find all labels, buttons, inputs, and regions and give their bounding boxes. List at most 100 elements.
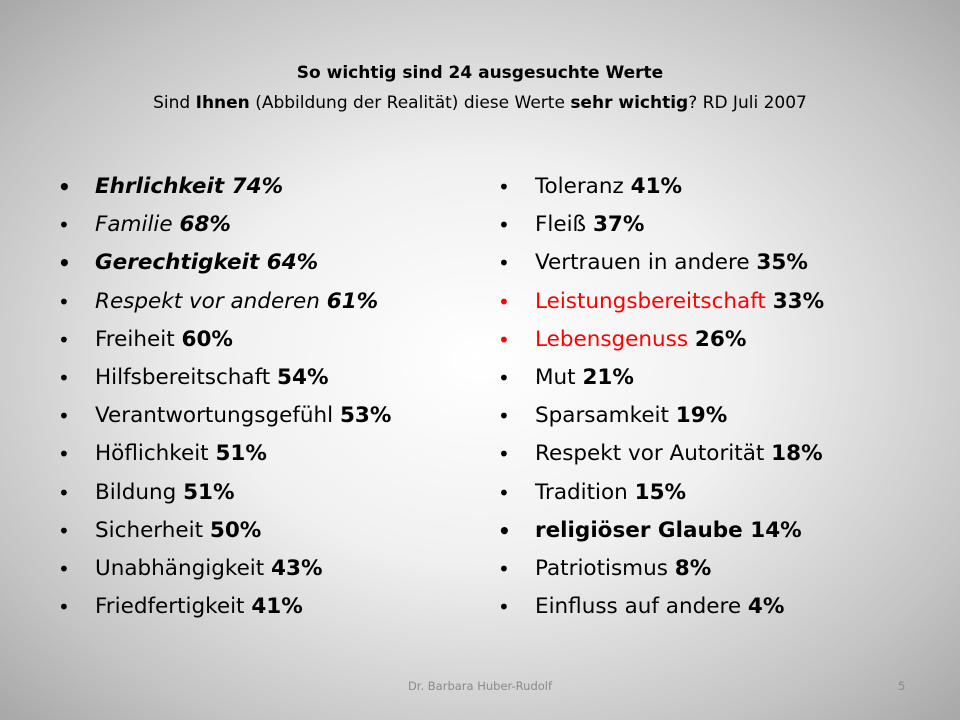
bullet-icon: • (58, 518, 70, 543)
value-name: Verantwortungsgefühl (95, 403, 334, 429)
value-percentage: 4% (747, 594, 785, 620)
value-percentage: 8% (674, 555, 712, 581)
bullet-icon: • (58, 595, 70, 620)
value-percentage: 19% (675, 403, 728, 429)
bullet-icon: • (498, 365, 510, 390)
value-percentage: 64% (266, 250, 319, 276)
value-percentage: 60% (181, 326, 233, 352)
value-percentage: 15% (634, 479, 687, 505)
value-name: Mut (535, 364, 576, 390)
value-percentage: 35% (756, 250, 808, 276)
value-percentage: 41% (630, 174, 683, 199)
bullet-icon: • (498, 556, 510, 581)
value-percentage: 41% (251, 594, 303, 620)
value-percentage: 50% (209, 517, 262, 543)
value-percentage: 51% (215, 441, 267, 467)
value-name: Sparsamkeit (535, 403, 669, 429)
value-list-item: • Ehrlichkeit 74% (58, 168, 498, 206)
value-percentage: 68% (179, 212, 231, 238)
value-list-item: • Toleranz 41% (498, 168, 938, 206)
bullet-icon: • (498, 213, 510, 238)
bullet-icon: • (498, 518, 511, 543)
value-list-item: • Lebensgenuss 26% (498, 321, 938, 359)
value-list-item: • Respekt vor Autorität 18% (498, 435, 938, 473)
value-percentage: 61% (326, 288, 379, 314)
bullet-icon: • (58, 251, 71, 276)
bullet-icon: • (58, 175, 71, 199)
value-list-item: • Friedfertigkeit 41% (58, 588, 498, 626)
value-percentage: 43% (271, 555, 323, 581)
value-name: Freiheit (95, 326, 175, 352)
value-name: Bildung (95, 479, 177, 505)
value-list-item: • Fleiß 37% (498, 206, 938, 244)
title-line-question: Sind Ihnen (Abbildung der Realität) dies… (0, 88, 960, 118)
value-name: Lebensgenuss (535, 326, 689, 352)
title-question-emphasis-ihnen: Ihnen (195, 93, 250, 113)
bullet-icon: • (58, 480, 70, 505)
slide-title: So wichtig sind 24 ausgesuchte Werte Sin… (0, 58, 960, 118)
value-list-item: • Leistungsbereitschaft 33% (498, 283, 938, 321)
bullet-icon: • (498, 442, 510, 467)
value-percentage: 26% (694, 326, 747, 352)
bullet-icon: • (498, 327, 510, 352)
value-name: Gerechtigkeit (95, 250, 260, 276)
value-percentage: 14% (750, 517, 802, 543)
value-percentage: 37% (592, 212, 645, 238)
value-name: Fleiß (535, 212, 587, 238)
value-name: Leistungsbereitschaft (535, 288, 766, 314)
value-list-item: • Höflichkeit 51% (58, 435, 498, 473)
bullet-icon: • (58, 365, 70, 390)
value-name: Vertrauen in andere (535, 250, 750, 276)
value-name: Friedfertigkeit (95, 594, 245, 620)
value-name: Hilfsbereitschaft (95, 364, 271, 390)
page-number: 5 (898, 679, 906, 693)
value-name: Einfluss auf andere (535, 594, 742, 620)
value-percentage: 21% (582, 364, 634, 390)
bullet-icon: • (58, 404, 70, 429)
value-list-item: • Hilfsbereitschaft 54% (58, 359, 498, 397)
bullet-icon: • (498, 595, 510, 620)
title-line-main: So wichtig sind 24 ausgesuchte Werte (296, 63, 664, 83)
value-percentage: 18% (771, 441, 823, 467)
value-percentage: 33% (772, 288, 825, 314)
title-question-post: ? RD Juli 2007 (688, 93, 807, 113)
value-list-item: • Sparsamkeit 19% (498, 397, 938, 435)
value-name: Respekt vor anderen (95, 288, 320, 314)
value-list-item: • Vertrauen in andere 35% (498, 244, 938, 282)
value-name: Familie (95, 212, 173, 238)
value-list-item: • Mut 21% (498, 359, 938, 397)
value-list-item: • Tradition 15% (498, 474, 938, 512)
value-name: religiöser Glaube (535, 517, 743, 543)
bullet-icon: • (58, 442, 70, 467)
bullet-icon: • (498, 175, 510, 199)
bullet-icon: • (58, 289, 70, 314)
value-list-item: • Bildung 51% (58, 474, 498, 512)
value-name: Tradition (535, 479, 628, 505)
value-percentage: 74% (231, 174, 284, 199)
title-question-pre: Sind (153, 93, 196, 113)
value-name: Toleranz (535, 174, 624, 199)
value-list-item: • religiöser Glaube 14% (498, 512, 938, 550)
bullet-icon: • (58, 556, 70, 581)
bullet-icon: • (58, 327, 70, 352)
values-list-left: • Ehrlichkeit 74% • Familie 68% • Gerechtigke… (58, 168, 498, 626)
value-list-item: • Sicherheit 50% (58, 512, 498, 550)
value-list-item: • Patriotismus 8% (498, 550, 938, 588)
bullet-icon: • (58, 213, 70, 238)
value-name: Respekt vor Autorität (535, 441, 765, 467)
value-list-item: • Gerechtigkeit 64% (58, 244, 498, 282)
title-question-mid: (Abbildung der Realität) diese Werte (249, 93, 571, 113)
value-list-item: • Respekt vor anderen 61% (58, 283, 498, 321)
value-name: Unabhängigkeit (95, 555, 265, 581)
value-percentage: 53% (339, 403, 392, 429)
value-name: Sicherheit (95, 517, 204, 543)
values-list-right: • Toleranz 41% • Fleiß 37% • Vertrauen in and… (498, 168, 938, 626)
value-name: Patriotismus (535, 555, 668, 581)
value-list-item: • Unabhängigkeit 43% (58, 550, 498, 588)
value-name: Höflichkeit (95, 441, 209, 467)
value-list-item: • Familie 68% (58, 206, 498, 244)
bullet-icon: • (498, 251, 510, 276)
bullet-icon: • (498, 289, 510, 314)
footer-author: Dr. Barbara Huber-Rudolf (407, 679, 553, 693)
value-list-item: • Einfluss auf andere 4% (498, 588, 938, 626)
